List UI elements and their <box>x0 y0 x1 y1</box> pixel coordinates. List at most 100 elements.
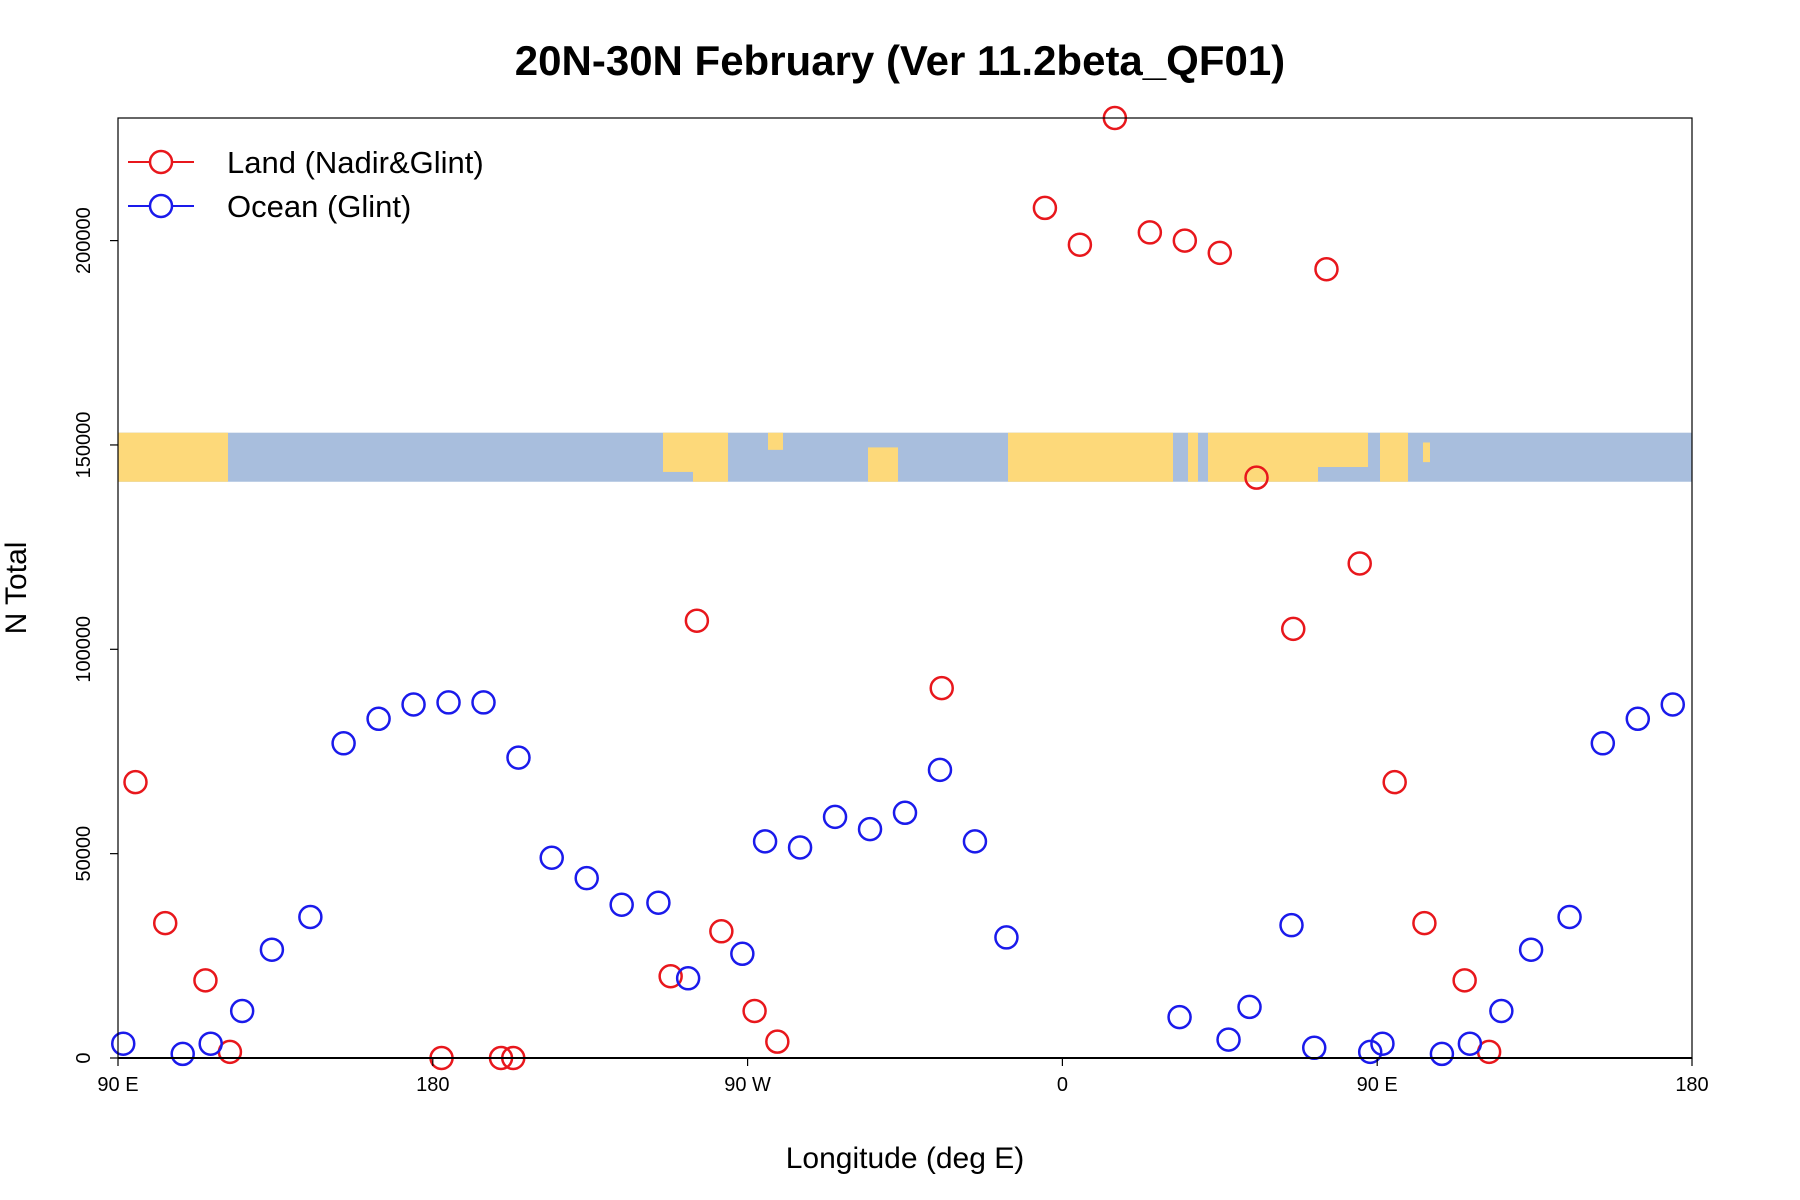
ocean-point <box>401 692 426 717</box>
map-land-china <box>1380 432 1408 482</box>
ocean-point <box>994 925 1019 950</box>
legend-entry-ocean: Ocean (Glint) <box>128 189 411 224</box>
land-point <box>742 998 767 1024</box>
ocean-point <box>1370 1031 1395 1056</box>
ocean-point <box>646 890 671 915</box>
plot-frame <box>117 117 1693 1059</box>
x-tick-label: 180 <box>1675 1074 1708 1096</box>
land-point <box>123 769 148 795</box>
ocean-point <box>787 835 813 860</box>
y-axis-label: N Total <box>0 542 33 635</box>
y-tick-label: 100000 <box>73 616 95 683</box>
chart-title: 20N-30N February (Ver 11.2beta_QF01) <box>515 37 1285 84</box>
land-point <box>1452 968 1477 993</box>
land-point <box>709 919 734 944</box>
x-tick-label: 90 E <box>97 1074 138 1096</box>
ocean-point <box>752 829 778 854</box>
ocean-point <box>1457 1031 1483 1056</box>
ocean-point <box>1357 1039 1383 1065</box>
ocean-point <box>1518 937 1544 962</box>
ocean-point <box>1237 994 1262 1020</box>
map-land-asia-west <box>118 432 228 482</box>
land-point <box>1412 910 1437 936</box>
land-point <box>658 964 683 989</box>
x-axis: 90 E 180 90 W 0 90 E 180 <box>97 1058 1709 1096</box>
land-point <box>1244 465 1269 490</box>
ocean-point <box>229 998 255 1024</box>
map-land-red-sea-coast <box>1188 432 1198 482</box>
y-axis: 0 50000 100000 150000 200000 <box>73 207 118 1064</box>
ocean-point <box>366 706 391 732</box>
x-tick-label: 180 <box>416 1074 449 1096</box>
ocean-point <box>927 757 953 783</box>
land-point <box>1032 195 1058 221</box>
data-points <box>110 105 1686 1071</box>
ocean-point <box>675 966 701 991</box>
map-land-india <box>1318 432 1368 468</box>
ocean-point <box>1429 1041 1455 1067</box>
land-point <box>1207 240 1233 266</box>
map-land-arabia <box>1208 432 1318 482</box>
map-land-florida <box>868 447 898 482</box>
ocean-point <box>822 804 848 830</box>
x-tick-label: 90 W <box>724 1074 771 1096</box>
land-point <box>193 968 218 993</box>
ocean-point <box>1301 1035 1327 1061</box>
land-point <box>765 1029 790 1054</box>
y-tick-label: 200000 <box>73 207 95 274</box>
map-land-americas-c <box>768 432 783 450</box>
land-point <box>1172 228 1198 253</box>
ocean-point <box>962 829 988 854</box>
land-point <box>684 608 710 633</box>
map-ocean <box>118 432 1692 482</box>
ocean-point <box>298 904 323 930</box>
ocean-point <box>857 816 883 842</box>
ocean-point <box>1660 692 1686 717</box>
map-band <box>118 432 1692 482</box>
ocean-point <box>574 865 599 891</box>
ocean-point <box>259 937 285 962</box>
map-land-taiwan <box>1423 442 1430 463</box>
y-tick-label: 50000 <box>73 826 95 882</box>
x-tick-label: 0 <box>1057 1074 1068 1096</box>
ocean-point <box>1590 731 1616 756</box>
legend-land-marker <box>148 149 174 175</box>
x-tick-label: 90 E <box>1357 1074 1398 1096</box>
legend-entry-land: Land (Nadir&Glint) <box>128 145 484 180</box>
ocean-point <box>539 845 564 870</box>
ocean-point <box>1167 1004 1192 1030</box>
ocean-point <box>1279 912 1304 938</box>
map-land-americas-b <box>693 432 728 482</box>
ocean-point <box>730 941 755 967</box>
ocean-point <box>1557 904 1582 930</box>
y-tick-label: 0 <box>73 1052 95 1063</box>
ocean-point <box>436 690 461 715</box>
land-point <box>1067 232 1093 257</box>
land-point <box>1281 616 1306 642</box>
ocean-point <box>506 745 531 770</box>
land-point <box>1137 220 1163 245</box>
legend-ocean-label: Ocean (Glint) <box>227 189 411 224</box>
legend: Land (Nadir&Glint) Ocean (Glint) <box>128 145 484 224</box>
land-point <box>929 675 954 701</box>
land-point <box>152 910 178 936</box>
legend-land-label: Land (Nadir&Glint) <box>227 145 484 180</box>
x-axis-label: Longitude (deg E) <box>786 1142 1025 1175</box>
map-land-africa <box>1008 432 1173 482</box>
ocean-point <box>1625 706 1651 732</box>
ocean-point <box>609 892 634 917</box>
land-point <box>1314 256 1339 282</box>
ocean-point <box>1489 998 1514 1024</box>
legend-ocean-marker <box>148 193 174 219</box>
ocean-point <box>198 1031 223 1056</box>
ocean-point <box>892 800 918 826</box>
y-tick-label: 150000 <box>73 412 95 479</box>
ocean-point <box>1216 1027 1241 1052</box>
ocean-point <box>170 1041 195 1067</box>
land-point <box>1347 551 1372 576</box>
map-land-americas-a <box>663 432 693 472</box>
ocean-point <box>471 690 496 715</box>
ocean-point <box>331 731 356 756</box>
land-point <box>1382 769 1407 795</box>
